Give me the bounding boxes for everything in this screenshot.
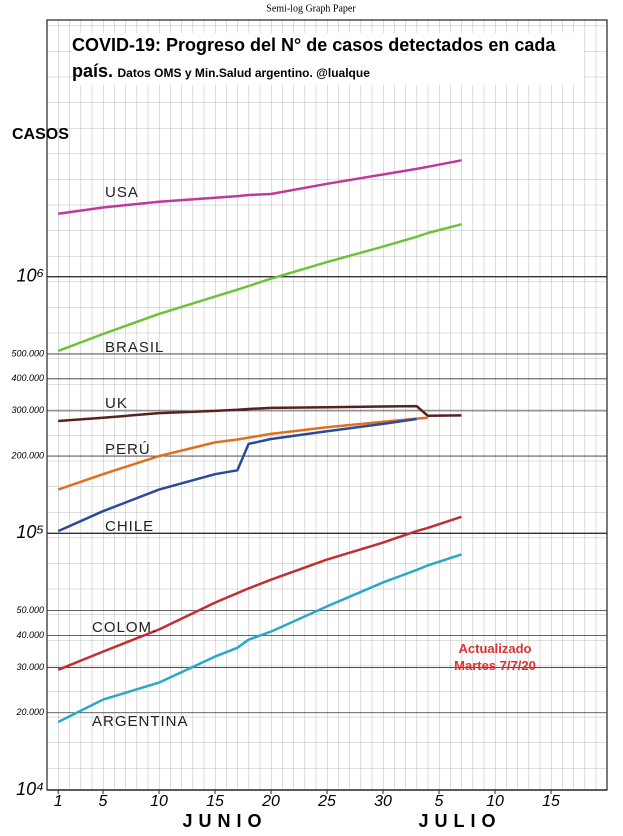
x-tick-label: 20 <box>261 793 280 810</box>
y-tick-label: 400.000 <box>11 373 44 383</box>
series-line <box>58 159 462 215</box>
y-tick-label: 10⁵ <box>16 522 44 542</box>
series-line <box>58 404 462 423</box>
y-tick-label: 10⁶ <box>17 265 45 285</box>
series-line <box>57 223 462 353</box>
y-tick-label: 50.000 <box>16 605 44 615</box>
legend-label: PERÚ <box>105 441 151 458</box>
y-axis-label: CASOS <box>12 126 69 143</box>
legend-label: UK <box>105 395 128 412</box>
x-tick-label: 10 <box>150 793 168 810</box>
chart-subtitle: Datos OMS y Min.Salud argentino. @lualqu… <box>117 66 370 80</box>
legend-label: CHILE <box>105 518 154 535</box>
x-tick-label: 10 <box>486 793 504 810</box>
y-tick-label: 40.000 <box>16 630 44 640</box>
chart-title: COVID-19: Progreso del N° de casos detec… <box>72 35 556 81</box>
x-tick-label: 30 <box>374 793 392 810</box>
series-line <box>57 553 462 724</box>
paper-header: Semi-log Graph Paper <box>266 3 356 14</box>
title-box: COVID-19: Progreso del N° de casos detec… <box>72 33 584 85</box>
x-tick-label: 5 <box>435 793 444 810</box>
series-line <box>57 417 417 533</box>
legend-label: COLOM. <box>92 619 157 636</box>
y-tick-label: 200.000 <box>10 450 44 460</box>
y-tick-label: 500.000 <box>11 348 44 358</box>
legend-label: BRASIL <box>105 339 164 356</box>
x-tick-label: 25 <box>317 793 336 810</box>
x-tick-label: 15 <box>206 793 224 810</box>
x-tick-label: 5 <box>99 793 108 810</box>
y-tick-label: 20.000 <box>15 707 44 717</box>
legend-label: ARGENTINA <box>92 713 189 730</box>
x-tick-label: 15 <box>542 793 560 810</box>
month-label: JULIO <box>418 811 501 831</box>
annotation: Actualizado Martes 7/7/20 <box>454 641 536 673</box>
y-tick-label: 300.000 <box>11 405 44 415</box>
y-tick-label: 30.000 <box>16 662 44 672</box>
y-tick-label: 10⁴ <box>16 779 44 799</box>
graph-paper <box>46 19 608 791</box>
legend-label: USA <box>105 184 139 201</box>
series-line <box>57 515 462 671</box>
x-tick-label: 1 <box>54 793 63 810</box>
month-label: JUNIO <box>182 811 267 831</box>
series-line <box>57 416 428 491</box>
